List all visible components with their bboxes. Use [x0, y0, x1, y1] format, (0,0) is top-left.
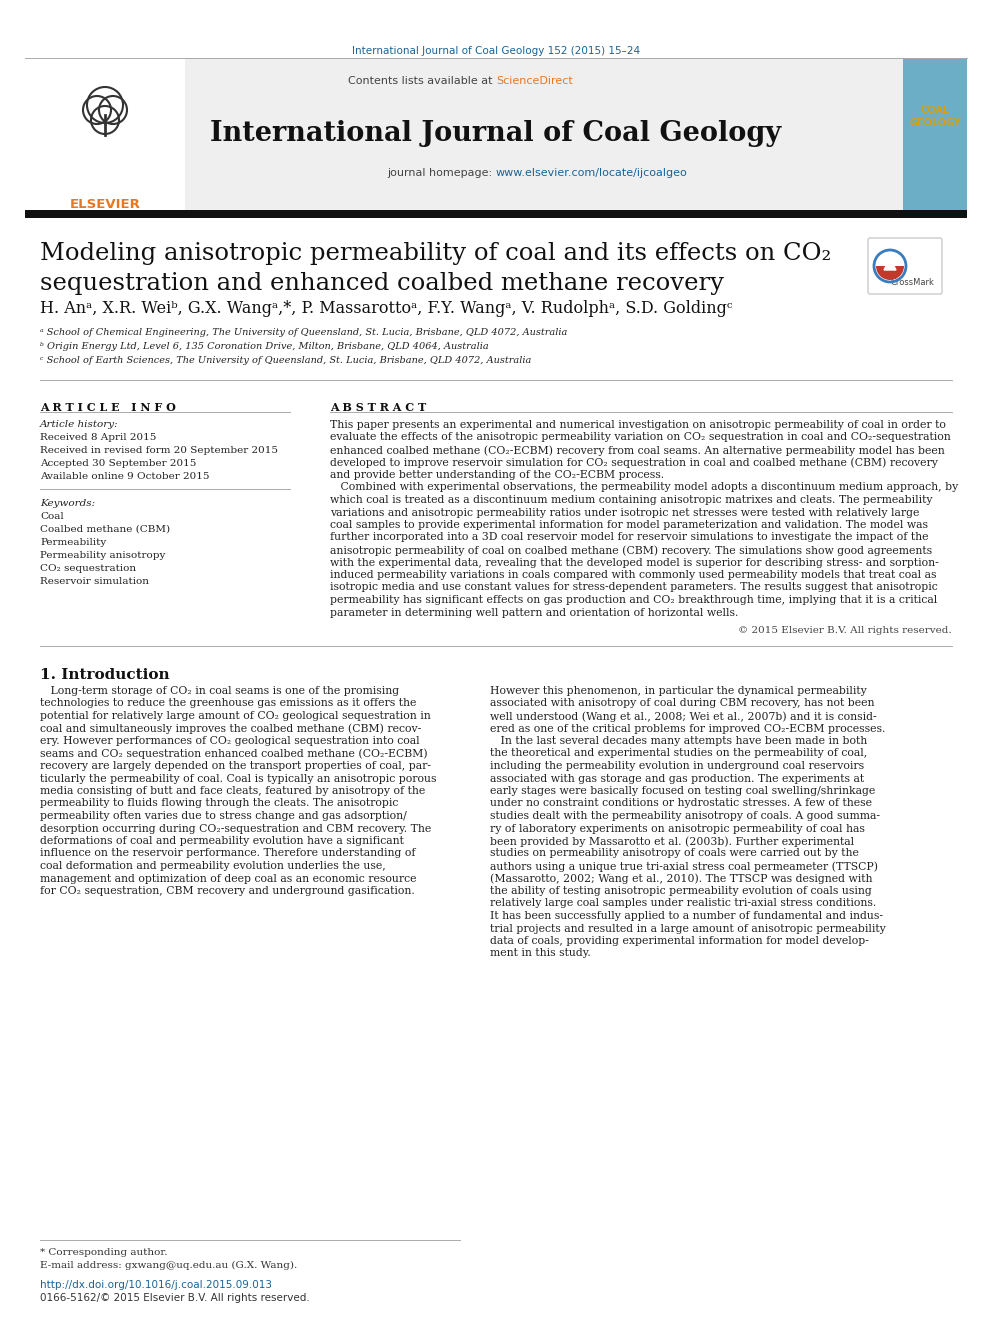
Text: Keywords:: Keywords:	[40, 499, 95, 508]
Text: the theoretical and experimental studies on the permeability of coal,: the theoretical and experimental studies…	[490, 749, 867, 758]
FancyBboxPatch shape	[868, 238, 942, 294]
Text: with the experimental data, revealing that the developed model is superior for d: with the experimental data, revealing th…	[330, 557, 938, 568]
Text: associated with anisotropy of coal during CBM recovery, has not been: associated with anisotropy of coal durin…	[490, 699, 875, 709]
Text: Article history:: Article history:	[40, 419, 119, 429]
Text: ᵃ School of Chemical Engineering, The University of Queensland, St. Lucia, Brisb: ᵃ School of Chemical Engineering, The Un…	[40, 328, 567, 337]
Text: Long-term storage of CO₂ in coal seams is one of the promising: Long-term storage of CO₂ in coal seams i…	[40, 687, 399, 696]
Text: early stages were basically focused on testing coal swelling/shrinkage: early stages were basically focused on t…	[490, 786, 875, 796]
Text: developed to improve reservoir simulation for CO₂ sequestration in coal and coal: developed to improve reservoir simulatio…	[330, 458, 937, 468]
Text: permeability to fluids flowing through the cleats. The anisotropic: permeability to fluids flowing through t…	[40, 799, 399, 808]
Text: desorption occurring during CO₂-sequestration and CBM recovery. The: desorption occurring during CO₂-sequestr…	[40, 823, 432, 833]
Text: (Massarotto, 2002; Wang et al., 2010). The TTSCP was designed with: (Massarotto, 2002; Wang et al., 2010). T…	[490, 873, 873, 884]
Text: anisotropic permeability of coal on coalbed methane (CBM) recovery. The simulati: anisotropic permeability of coal on coal…	[330, 545, 932, 556]
Polygon shape	[884, 258, 896, 270]
Text: ELSEVIER: ELSEVIER	[69, 198, 141, 210]
Text: CO₂ sequestration: CO₂ sequestration	[40, 564, 136, 573]
Text: influence on the reservoir performance. Therefore understanding of: influence on the reservoir performance. …	[40, 848, 416, 859]
Text: variations and anisotropic permeability ratios under isotropic net stresses were: variations and anisotropic permeability …	[330, 508, 920, 517]
Text: Coalbed methane (CBM): Coalbed methane (CBM)	[40, 525, 170, 534]
Text: ticularly the permeability of coal. Coal is typically an anisotropic porous: ticularly the permeability of coal. Coal…	[40, 774, 436, 783]
Text: GEOLOGY: GEOLOGY	[909, 118, 961, 128]
Bar	[25, 58, 185, 210]
Text: www.elsevier.com/locate/ijcoalgeo: www.elsevier.com/locate/ijcoalgeo	[496, 168, 687, 179]
Text: journal homepage:: journal homepage:	[387, 168, 496, 179]
Text: well understood (Wang et al., 2008; Wei et al., 2007b) and it is consid-: well understood (Wang et al., 2008; Wei …	[490, 710, 877, 721]
Text: Reservoir simulation: Reservoir simulation	[40, 577, 149, 586]
Wedge shape	[876, 266, 904, 280]
Bar	[25, 210, 967, 218]
Text: E-mail address: gxwang@uq.edu.au (G.X. Wang).: E-mail address: gxwang@uq.edu.au (G.X. W…	[40, 1261, 298, 1270]
Text: CrossMark: CrossMark	[890, 278, 933, 287]
Text: potential for relatively large amount of CO₂ geological sequestration in: potential for relatively large amount of…	[40, 710, 431, 721]
Text: data of coals, providing experimental information for model develop-: data of coals, providing experimental in…	[490, 935, 869, 946]
Text: coal deformation and permeability evolution underlies the use,: coal deformation and permeability evolut…	[40, 861, 386, 871]
Text: further incorporated into a 3D coal reservoir model for reservoir simulations to: further incorporated into a 3D coal rese…	[330, 532, 929, 542]
Text: which coal is treated as a discontinuum medium containing anisotropic matrixes a: which coal is treated as a discontinuum …	[330, 495, 932, 505]
Text: It has been successfully applied to a number of fundamental and indus-: It has been successfully applied to a nu…	[490, 912, 883, 921]
Text: ment in this study.: ment in this study.	[490, 949, 591, 958]
Text: media consisting of butt and face cleats, featured by anisotropy of the: media consisting of butt and face cleats…	[40, 786, 426, 796]
Text: coal samples to provide experimental information for model parameterization and : coal samples to provide experimental inf…	[330, 520, 928, 531]
Text: studies on permeability anisotropy of coals were carried out by the: studies on permeability anisotropy of co…	[490, 848, 859, 859]
Text: the ability of testing anisotropic permeability evolution of coals using: the ability of testing anisotropic perme…	[490, 886, 872, 896]
Text: http://dx.doi.org/10.1016/j.coal.2015.09.013: http://dx.doi.org/10.1016/j.coal.2015.09…	[40, 1279, 272, 1290]
Text: under no constraint conditions or hydrostatic stresses. A few of these: under no constraint conditions or hydros…	[490, 799, 872, 808]
Text: ered as one of the critical problems for improved CO₂-ECBM processes.: ered as one of the critical problems for…	[490, 724, 886, 733]
Text: ᶜ School of Earth Sciences, The University of Queensland, St. Lucia, Brisbane, Q: ᶜ School of Earth Sciences, The Universi…	[40, 356, 532, 365]
Text: evaluate the effects of the anisotropic permeability variation on CO₂ sequestrat: evaluate the effects of the anisotropic …	[330, 433, 950, 442]
Text: COAL: COAL	[921, 105, 949, 115]
Text: Modeling anisotropic permeability of coal and its effects on CO₂: Modeling anisotropic permeability of coa…	[40, 242, 831, 265]
Text: ScienceDirect: ScienceDirect	[496, 75, 572, 86]
Text: Available online 9 October 2015: Available online 9 October 2015	[40, 472, 209, 482]
Text: International Journal of Coal Geology 152 (2015) 15–24: International Journal of Coal Geology 15…	[352, 46, 640, 56]
Text: and provide better understanding of the CO₂-ECBM process.: and provide better understanding of the …	[330, 470, 664, 480]
Text: including the permeability evolution in underground coal reservoirs: including the permeability evolution in …	[490, 761, 864, 771]
Text: management and optimization of deep coal as an economic resource: management and optimization of deep coal…	[40, 873, 417, 884]
Text: In the last several decades many attempts have been made in both: In the last several decades many attempt…	[490, 736, 867, 746]
Text: 0166-5162/© 2015 Elsevier B.V. All rights reserved.: 0166-5162/© 2015 Elsevier B.V. All right…	[40, 1293, 310, 1303]
Text: for CO₂ sequestration, CBM recovery and underground gasification.: for CO₂ sequestration, CBM recovery and …	[40, 886, 415, 896]
Text: 1. Introduction: 1. Introduction	[40, 668, 170, 681]
Text: technologies to reduce the greenhouse gas emissions as it offers the: technologies to reduce the greenhouse ga…	[40, 699, 417, 709]
Text: coal and simultaneously improves the coalbed methane (CBM) recov-: coal and simultaneously improves the coa…	[40, 724, 422, 734]
Text: A R T I C L E   I N F O: A R T I C L E I N F O	[40, 402, 176, 413]
Text: © 2015 Elsevier B.V. All rights reserved.: © 2015 Elsevier B.V. All rights reserved…	[738, 626, 952, 635]
Text: A B S T R A C T: A B S T R A C T	[330, 402, 427, 413]
Text: parameter in determining well pattern and orientation of horizontal wells.: parameter in determining well pattern an…	[330, 607, 738, 618]
Text: seams and CO₂ sequestration enhanced coalbed methane (CO₂-ECBM): seams and CO₂ sequestration enhanced coa…	[40, 749, 428, 759]
Text: This paper presents an experimental and numerical investigation on anisotropic p: This paper presents an experimental and …	[330, 419, 946, 430]
Text: authors using a unique true tri-axial stress coal permeameter (TTSCP): authors using a unique true tri-axial st…	[490, 861, 878, 872]
Text: ᵇ Origin Energy Ltd, Level 6, 135 Coronation Drive, Milton, Brisbane, QLD 4064, : ᵇ Origin Energy Ltd, Level 6, 135 Corona…	[40, 343, 489, 351]
Text: Coal: Coal	[40, 512, 63, 521]
Text: relatively large coal samples under realistic tri-axial stress conditions.: relatively large coal samples under real…	[490, 898, 876, 909]
Text: Received in revised form 20 September 2015: Received in revised form 20 September 20…	[40, 446, 278, 455]
Text: H. Anᵃ, X.R. Weiᵇ, G.X. Wangᵃ,*, P. Massarottoᵃ, F.Y. Wangᵃ, V. Rudolphᵃ, S.D. G: H. Anᵃ, X.R. Weiᵇ, G.X. Wangᵃ,*, P. Mass…	[40, 300, 732, 318]
Text: enhanced coalbed methane (CO₂-ECBM) recovery from coal seams. An alternative per: enhanced coalbed methane (CO₂-ECBM) reco…	[330, 445, 944, 455]
Text: studies dealt with the permeability anisotropy of coals. A good summa-: studies dealt with the permeability anis…	[490, 811, 880, 822]
Bar	[185, 58, 903, 210]
Text: Permeability anisotropy: Permeability anisotropy	[40, 550, 166, 560]
Bar	[903, 58, 967, 210]
Text: ry of laboratory experiments on anisotropic permeability of coal has: ry of laboratory experiments on anisotro…	[490, 823, 865, 833]
Text: trial projects and resulted in a large amount of anisotropic permeability: trial projects and resulted in a large a…	[490, 923, 886, 934]
Text: Accepted 30 September 2015: Accepted 30 September 2015	[40, 459, 196, 468]
Text: permeability has significant effects on gas production and CO₂ breakthrough time: permeability has significant effects on …	[330, 595, 937, 605]
Text: sequestration and enhanced coalbed methane recovery: sequestration and enhanced coalbed metha…	[40, 273, 724, 295]
Text: been provided by Massarotto et al. (2003b). Further experimental: been provided by Massarotto et al. (2003…	[490, 836, 854, 847]
Text: International Journal of Coal Geology: International Journal of Coal Geology	[210, 120, 782, 147]
Text: isotropic media and use constant values for stress-dependent parameters. The res: isotropic media and use constant values …	[330, 582, 937, 593]
Text: Combined with experimental observations, the permeability model adopts a discont: Combined with experimental observations,…	[330, 483, 958, 492]
Text: However this phenomenon, in particular the dynamical permeability: However this phenomenon, in particular t…	[490, 687, 867, 696]
Text: Contents lists available at: Contents lists available at	[348, 75, 496, 86]
Text: ery. However performances of CO₂ geological sequestration into coal: ery. However performances of CO₂ geologi…	[40, 736, 420, 746]
Text: Received 8 April 2015: Received 8 April 2015	[40, 433, 157, 442]
Text: Permeability: Permeability	[40, 538, 106, 546]
Text: permeability often varies due to stress change and gas adsorption/: permeability often varies due to stress …	[40, 811, 407, 822]
Text: * Corresponding author.: * Corresponding author.	[40, 1248, 168, 1257]
Text: induced permeability variations in coals compared with commonly used permeabilit: induced permeability variations in coals…	[330, 570, 936, 579]
Text: associated with gas storage and gas production. The experiments at: associated with gas storage and gas prod…	[490, 774, 864, 783]
Text: recovery are largely depended on the transport properties of coal, par-: recovery are largely depended on the tra…	[40, 761, 431, 771]
Text: deformations of coal and permeability evolution have a significant: deformations of coal and permeability ev…	[40, 836, 404, 845]
